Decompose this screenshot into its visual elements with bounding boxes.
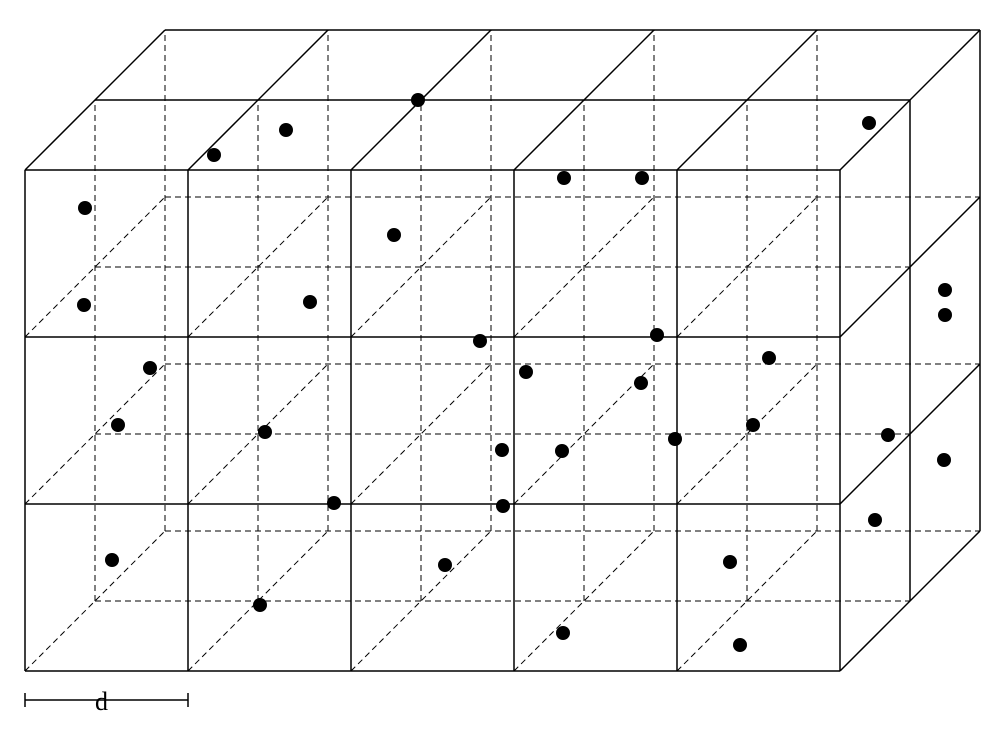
data-point bbox=[938, 308, 952, 322]
data-point bbox=[496, 499, 510, 513]
data-point bbox=[279, 123, 293, 137]
data-point bbox=[762, 351, 776, 365]
data-point bbox=[111, 418, 125, 432]
data-point bbox=[207, 148, 221, 162]
data-point bbox=[862, 116, 876, 130]
data-point bbox=[258, 425, 272, 439]
data-point bbox=[634, 376, 648, 390]
data-point bbox=[387, 228, 401, 242]
data-point bbox=[473, 334, 487, 348]
grid-lines bbox=[25, 30, 980, 671]
dimension-label: d bbox=[95, 687, 108, 716]
data-point bbox=[746, 418, 760, 432]
lattice-diagram: d bbox=[0, 0, 1000, 731]
data-point bbox=[937, 453, 951, 467]
data-point bbox=[303, 295, 317, 309]
data-point bbox=[143, 361, 157, 375]
data-point bbox=[495, 443, 509, 457]
data-point bbox=[105, 553, 119, 567]
data-point bbox=[733, 638, 747, 652]
data-point bbox=[668, 432, 682, 446]
data-point bbox=[723, 555, 737, 569]
data-point bbox=[438, 558, 452, 572]
data-point bbox=[556, 626, 570, 640]
data-point bbox=[519, 365, 533, 379]
data-point bbox=[650, 328, 664, 342]
data-point bbox=[868, 513, 882, 527]
data-point bbox=[938, 283, 952, 297]
data-point bbox=[327, 496, 341, 510]
data-point bbox=[555, 444, 569, 458]
data-point bbox=[635, 171, 649, 185]
data-point bbox=[77, 298, 91, 312]
data-point bbox=[253, 598, 267, 612]
data-point bbox=[411, 93, 425, 107]
data-point bbox=[78, 201, 92, 215]
data-point bbox=[557, 171, 571, 185]
data-point bbox=[881, 428, 895, 442]
dimension-annotation: d bbox=[25, 687, 188, 716]
